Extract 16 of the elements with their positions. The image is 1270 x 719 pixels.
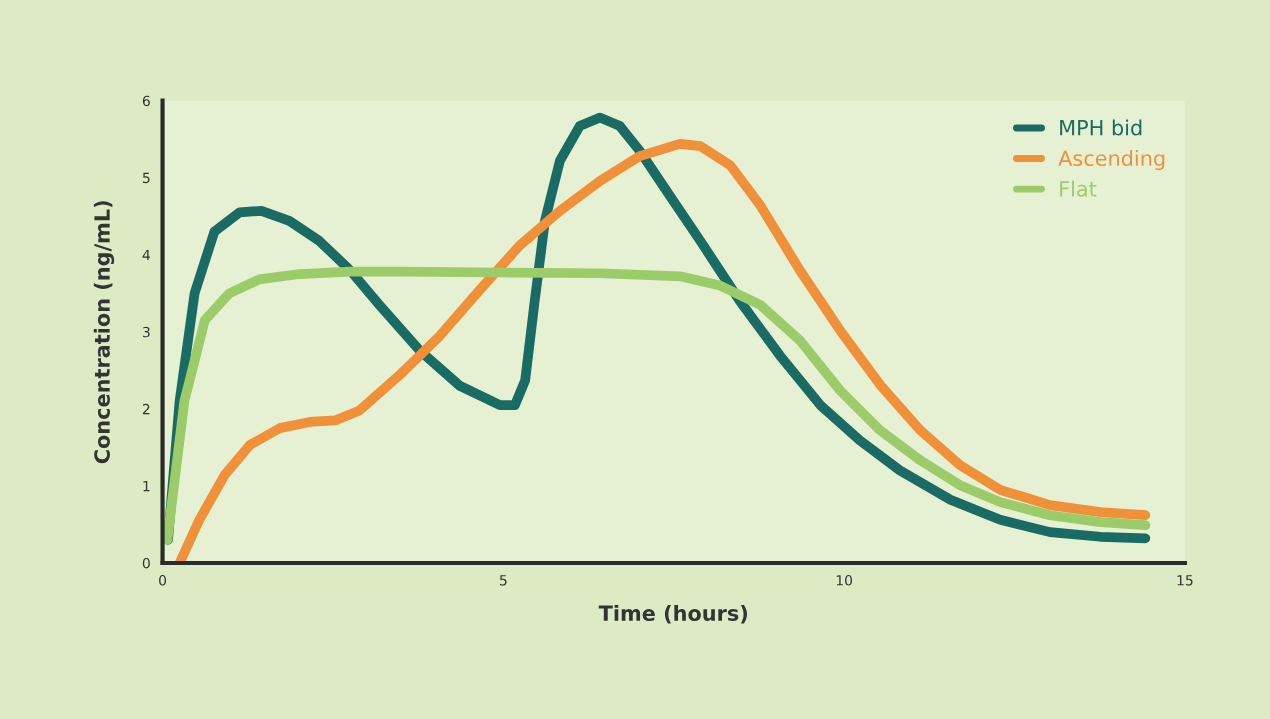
y-tick-label: 2 (142, 403, 150, 415)
y-tick-label: 3 (142, 326, 150, 338)
y-tick-label: 4 (142, 249, 150, 261)
x-tick-label: 0 (159, 575, 167, 586)
y-tick-label: 0 (142, 557, 150, 569)
legend-label: MPH bid (1060, 119, 1142, 136)
y-axis-title: Concentration (ng/mL) (93, 201, 115, 464)
x-tick-label: 15 (1177, 575, 1193, 586)
legend-label: Flat (1060, 180, 1097, 197)
y-tick-label: 6 (142, 95, 150, 107)
legend-label: Ascending (1058, 149, 1165, 171)
x-tick-label: 5 (500, 575, 507, 586)
y-tick-label: 5 (142, 172, 150, 184)
x-tick-label: 10 (836, 575, 853, 586)
y-tick-label: 1 (143, 481, 150, 492)
x-axis-title: Time (hours) (598, 604, 748, 624)
